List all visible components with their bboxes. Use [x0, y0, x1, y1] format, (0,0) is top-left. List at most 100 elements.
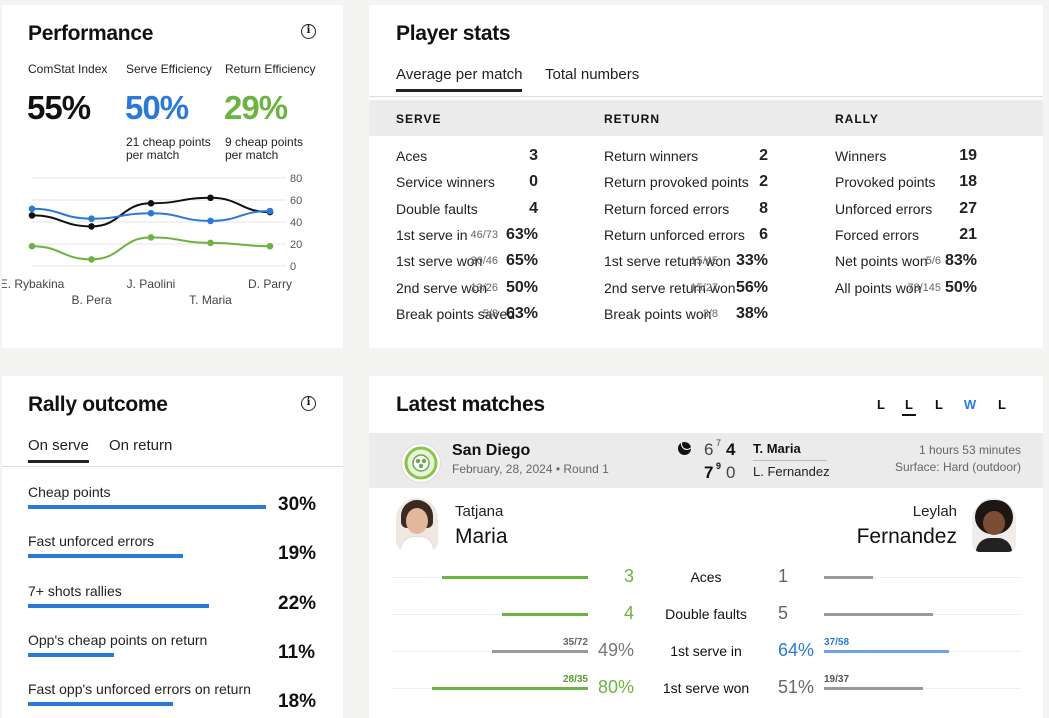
tabs-divider — [369, 96, 1043, 97]
p1-set1-tiebreak: 7 — [716, 438, 722, 448]
rally-outcome-item: Fast opp's unforced errors on return 18% — [28, 681, 328, 718]
stat-name: Break points won — [604, 305, 712, 322]
stat-row: Service winners 0 — [396, 173, 586, 194]
data-point[interactable] — [207, 239, 214, 247]
stat-row: Break points won 3/8 38% — [604, 305, 794, 326]
stat-row: Net points won 5/6 83% — [835, 252, 1025, 273]
rally-outcome-card: Rally outcome i On serve On return — [2, 376, 343, 718]
stat-name: Return unforced errors — [604, 226, 745, 243]
stat-row: Winners 19 — [835, 147, 1025, 168]
compare-left-value: 4 — [623, 603, 634, 623]
tab-average-per-match[interactable]: Average per match — [396, 66, 523, 92]
compare-stat-name: Double faults — [665, 606, 747, 622]
stat-row: 1st serve won 30/46 65% — [396, 252, 586, 273]
stat-name: Return winners — [604, 148, 699, 164]
stat-row: Return winners 2 — [604, 147, 794, 168]
data-point[interactable] — [147, 200, 155, 207]
stat-name: Service winners — [396, 174, 495, 191]
rally-outcome-bar — [28, 702, 266, 707]
player-right-last-name[interactable]: Fernandez — [856, 525, 957, 548]
compare-bar-left — [492, 650, 588, 653]
stat-value: 19 — [959, 147, 977, 164]
p1-name[interactable]: T. Maria — [753, 441, 801, 456]
match-duration: 1 hours 53 minutes — [918, 443, 1021, 457]
rally-outcome-value: 11% — [278, 641, 315, 663]
data-point[interactable] — [28, 212, 36, 219]
player-left-avatar — [396, 498, 438, 550]
stat-fraction: 3/8 — [702, 307, 718, 320]
form-result[interactable]: W — [963, 397, 977, 412]
data-point[interactable] — [28, 205, 36, 213]
player-left-first-name: Tatjana — [455, 503, 504, 520]
info-icon[interactable]: i — [301, 396, 316, 411]
player-left-last-name[interactable]: Maria — [455, 525, 508, 548]
data-point[interactable] — [28, 242, 36, 250]
rally-outcome-bar — [28, 652, 266, 657]
data-point[interactable] — [147, 209, 155, 217]
rally-outcome-bar-fill — [28, 505, 266, 509]
y-tick-label: 20 — [290, 239, 302, 251]
rally-outcome-value: 18% — [278, 691, 317, 713]
compare-right-fraction: 37/58 — [824, 637, 850, 648]
stat-fraction: 15/45 — [690, 255, 718, 268]
stat-fraction: 5/6 — [925, 255, 941, 268]
tab-on-serve[interactable]: On serve — [28, 437, 89, 463]
y-tick-label: 0 — [290, 261, 296, 273]
compare-bar-left — [432, 687, 588, 690]
data-point[interactable] — [88, 223, 95, 230]
stat-row: Provoked points 18 — [835, 173, 1025, 194]
stat-value: 27 — [959, 199, 977, 217]
info-icon[interactable]: i — [301, 24, 316, 39]
stat-name: Return provoked points — [604, 174, 749, 191]
stat-value: 83% — [944, 252, 977, 270]
data-point[interactable] — [207, 194, 214, 202]
compare-stat-name: 1st serve in — [670, 643, 742, 659]
rally-outcome-item: Fast unforced errors 19% — [28, 533, 328, 573]
data-point[interactable] — [88, 256, 95, 263]
stat-fraction: 15/27 — [690, 281, 718, 294]
serve-section-label: SERVE — [396, 112, 442, 126]
data-point[interactable] — [88, 215, 95, 222]
data-point[interactable] — [266, 207, 274, 215]
compare-stat-name: Aces — [690, 569, 722, 585]
tab-on-return[interactable]: On return — [109, 437, 173, 454]
compare-bar-right — [824, 687, 923, 690]
tab-total-numbers[interactable]: Total numbers — [545, 66, 640, 83]
stat-value: 3 — [529, 147, 538, 164]
stat-value: 33% — [735, 252, 768, 270]
rally-outcome-title: Rally outcome — [28, 393, 168, 416]
p2-set2-score: 0 — [726, 463, 736, 482]
match-header[interactable]: San Diego February, 28, 2024 • Round 1 6… — [369, 433, 1043, 488]
p2-name[interactable]: L. Fernandez — [753, 464, 830, 479]
performance-line-chart: 80 60 40 20 0 E. Rybakina B. Pera J. Paolini T. … — [2, 173, 302, 307]
form-result[interactable]: L — [935, 397, 943, 412]
x-tick-label: B. Pera — [71, 293, 111, 307]
compare-bar-left-track — [392, 614, 588, 615]
stat-value: 2 — [759, 147, 768, 164]
data-point[interactable] — [266, 242, 274, 250]
rally-outcome-bar — [28, 603, 266, 608]
form-result[interactable]: L — [998, 397, 1006, 412]
compare-left-value: 3 — [623, 566, 634, 586]
compare-left-fraction: 35/72 — [562, 637, 588, 648]
form-result[interactable]: L — [902, 397, 916, 416]
x-tick-label: E. Rybakina — [2, 277, 65, 291]
stat-name: 2nd serve won — [396, 279, 488, 296]
stat-value: 63% — [505, 225, 538, 243]
tournament-name: San Diego — [452, 442, 531, 459]
form-result[interactable]: L — [877, 397, 885, 412]
performance-title: Performance — [28, 22, 154, 45]
stat-name: Winners — [835, 148, 887, 164]
player-stats-card: Player stats Average per match Total num… — [369, 5, 1043, 348]
compare-bar-left — [442, 576, 588, 579]
data-point[interactable] — [147, 234, 155, 241]
stat-fraction: 46/73 — [470, 228, 498, 241]
stat-name: 2nd serve return won — [604, 279, 736, 296]
data-point[interactable] — [207, 217, 214, 225]
rally-outcome-value: 19% — [278, 543, 317, 565]
rally-section-label: RALLY — [835, 112, 879, 126]
latest-matches-title: Latest matches — [396, 393, 545, 416]
compare-left-fraction: 28/35 — [562, 674, 588, 685]
compare-left-value: 80% — [597, 677, 634, 697]
tournament-logo — [401, 443, 441, 483]
